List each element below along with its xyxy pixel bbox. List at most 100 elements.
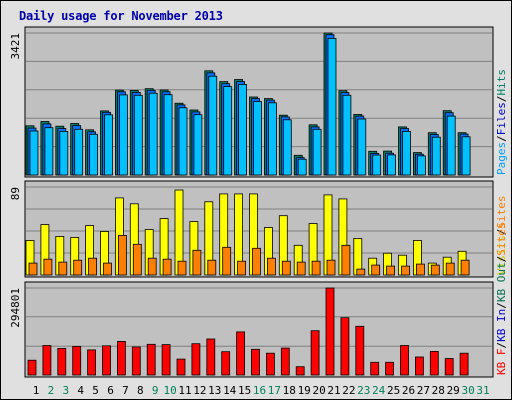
bar-sites-11 (177, 260, 187, 276)
legend-bottom-item-4: KB Out (495, 262, 508, 302)
bar-kb-f-4 (72, 345, 82, 376)
day-label-1: 1 (33, 384, 40, 397)
legend-top-item-4: Hits (495, 69, 508, 96)
bar-kb-f-5 (87, 349, 96, 376)
day-label-15: 15 (238, 384, 251, 397)
day-label-25: 25 (387, 384, 400, 397)
bar-sites-19 (296, 261, 306, 276)
bar-kb-f-20 (310, 330, 320, 376)
bar-sites-27 (415, 263, 425, 276)
bar-sites-14 (222, 246, 232, 276)
bar-pages-3 (59, 130, 69, 176)
legend-top-item-3: / (495, 96, 508, 103)
bar-sites-21 (326, 259, 336, 276)
bar-kb-f-8 (131, 346, 141, 376)
bar-kb-f-16 (251, 348, 260, 376)
bar-sites-5 (88, 257, 97, 276)
bar-pages-17 (267, 102, 277, 176)
y-max-label-top: 3421 (9, 33, 22, 60)
day-label-12: 12 (193, 384, 206, 397)
bar-kb-f-29 (444, 358, 454, 376)
bar-pages-2 (44, 127, 54, 176)
bar-kb-f-27 (414, 356, 424, 376)
day-label-29: 29 (447, 384, 460, 397)
bar-sites-26 (401, 265, 410, 276)
legend-bottom-item-3: / (495, 302, 508, 309)
day-label-2: 2 (48, 384, 55, 397)
legend-middle-item-1: / (495, 229, 508, 236)
bar-kb-f-11 (176, 358, 186, 376)
bar-kb-f-15 (236, 331, 246, 376)
legend-bottom-item-5: / (495, 256, 508, 263)
bar-pages-6 (104, 114, 113, 176)
bar-kb-f-26 (400, 345, 409, 376)
day-label-26: 26 (402, 384, 415, 397)
bar-sites-3 (58, 261, 68, 276)
day-label-7: 7 (122, 384, 129, 397)
chart-title: Daily usage for November 2013 (19, 9, 223, 23)
bar-sites-24 (371, 264, 381, 276)
bar-kb-f-6 (102, 345, 111, 376)
bar-sites-6 (103, 262, 112, 276)
bar-pages-4 (74, 128, 84, 176)
bar-kb-f-22 (340, 317, 350, 376)
bar-pages-28 (431, 136, 441, 176)
bar-sites-2 (43, 258, 53, 276)
day-label-27: 27 (417, 384, 430, 397)
day-label-17: 17 (268, 384, 281, 397)
bar-pages-1 (29, 130, 39, 176)
legend-middle-item-2: Sites (495, 196, 508, 229)
bar-kb-f-24 (370, 361, 380, 376)
bar-kb-f-12 (191, 343, 201, 376)
bar-pages-23 (357, 118, 367, 176)
day-label-4: 4 (77, 384, 84, 397)
legend-top-item-0: Pages (495, 142, 508, 175)
bar-sites-17 (266, 257, 276, 276)
bar-pages-18 (282, 119, 292, 176)
day-label-23: 23 (357, 384, 370, 397)
bar-kb-f-14 (221, 351, 231, 376)
y-max-label-middle: 89 (9, 187, 22, 200)
bar-kb-f-21 (325, 287, 335, 376)
day-label-28: 28 (432, 384, 445, 397)
bar-pages-8 (133, 94, 143, 176)
legend-bottom-item-0: KB F (495, 349, 508, 376)
day-label-19: 19 (298, 384, 311, 397)
legend-top-item-2: Files (495, 102, 508, 135)
day-label-21: 21 (327, 384, 340, 397)
bar-kb-f-1 (27, 359, 37, 376)
legend-bottom-item-6: Sites (495, 223, 508, 256)
bar-sites-22 (341, 244, 351, 276)
bar-sites-30 (460, 259, 470, 276)
bar-sites-25 (386, 265, 396, 276)
bar-kb-f-25 (385, 361, 395, 376)
legend-bottom: KB F/KB In/KB Out/Sites (495, 223, 508, 375)
bar-sites-29 (445, 262, 455, 276)
bar-sites-4 (73, 259, 83, 276)
bar-kb-f-17 (265, 352, 275, 376)
bar-sites-20 (311, 260, 321, 276)
bar-sites-7 (118, 234, 127, 276)
day-label-9: 9 (152, 384, 159, 397)
bar-kb-f-2 (42, 345, 52, 376)
bar-kb-f-9 (146, 343, 156, 376)
bar-kb-f-18 (280, 347, 290, 376)
legend-middle: Visits/Sites (495, 196, 508, 276)
bar-sites-15 (237, 260, 247, 276)
bar-pages-25 (387, 154, 397, 176)
bar-kb-f-28 (429, 350, 439, 376)
bar-sites-10 (162, 258, 172, 276)
bar-sites-28 (430, 264, 440, 276)
bar-sites-18 (281, 260, 291, 276)
day-label-24: 24 (372, 384, 386, 397)
bar-pages-7 (119, 94, 128, 176)
bar-pages-13 (208, 75, 218, 176)
bar-kb-f-23 (355, 325, 365, 376)
legend-middle-item-0: Visits (495, 235, 508, 275)
day-label-3: 3 (62, 384, 69, 397)
legend-top: Pages/Files/Hits (495, 69, 508, 175)
bar-sites-13 (207, 259, 217, 276)
day-label-22: 22 (342, 384, 355, 397)
